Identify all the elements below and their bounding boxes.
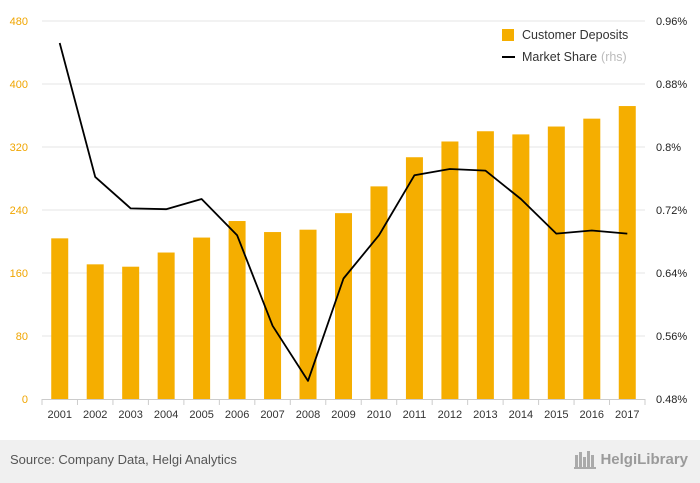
- legend-swatch-bar: [502, 29, 514, 41]
- y-right-tick-label: 0.88%: [656, 79, 687, 91]
- logo-text: HelgiLibrary: [600, 450, 688, 468]
- combo-chart: 0 0.48% 80 0.56% 160 0.64% 240 0.72% 320 0.8% 400 0…: [10, 16, 688, 421]
- bar-2016: [583, 118, 601, 400]
- y-left-tick-label: 160: [10, 268, 28, 280]
- x-tick-label: 2001: [47, 409, 71, 421]
- x-tick-label: 2008: [296, 409, 320, 421]
- bar-2003: [122, 266, 140, 399]
- legend-swatch-line: [502, 56, 515, 58]
- bar-2007: [264, 232, 282, 399]
- y-right-tick-label: 0.56%: [656, 331, 687, 343]
- legend-item-market-share[interactable]: Market Share (rhs): [502, 46, 628, 68]
- bar-2002: [86, 264, 104, 399]
- library-icon: [574, 451, 597, 469]
- bar-2006: [228, 221, 246, 399]
- y-left-tick-label: 240: [10, 205, 28, 217]
- x-tick-label: 2011: [403, 409, 427, 421]
- x-tick-label: 2007: [260, 409, 284, 421]
- x-tick-label: 2010: [367, 409, 391, 421]
- x-tick-label: 2016: [580, 409, 604, 421]
- y-left-tick-label: 80: [16, 331, 28, 343]
- bar-2017: [618, 106, 636, 400]
- x-tick-label: 2012: [438, 409, 462, 421]
- x-tick-label: 2014: [509, 409, 533, 421]
- y-right-tick-label: 0.8%: [656, 142, 681, 154]
- source-text: Source: Company Data, Helgi Analytics: [10, 452, 237, 467]
- legend: Customer Deposits Market Share (rhs): [502, 24, 628, 68]
- legend-item-deposits[interactable]: Customer Deposits: [502, 24, 628, 46]
- legend-note-rhs: (rhs): [601, 50, 627, 64]
- bar-2015: [547, 126, 565, 400]
- market-share-line: [58, 42, 628, 382]
- bar-2011: [405, 157, 423, 399]
- y-left-tick-label: 0: [22, 394, 28, 406]
- y-right-tick-label: 0.64%: [656, 268, 687, 280]
- helgi-library-logo[interactable]: HelgiLibrary: [574, 449, 688, 469]
- x-tick-label: 2009: [331, 409, 355, 421]
- footer: Source: Company Data, Helgi Analytics He…: [0, 440, 700, 483]
- bar-2001: [51, 238, 69, 399]
- x-tick-label: 2002: [83, 409, 107, 421]
- x-tick-label: 2015: [544, 409, 568, 421]
- bar-2008: [299, 229, 317, 399]
- y-right-tick-label: 0.96%: [656, 16, 687, 28]
- y-left-tick-label: 480: [10, 16, 28, 28]
- y-left-tick-label: 400: [10, 79, 28, 91]
- x-tick-label: 2006: [225, 409, 249, 421]
- legend-label-market-share: Market Share: [522, 50, 598, 64]
- chart-area: 0 0.48% 80 0.56% 160 0.64% 240 0.72% 320 0.8% 400 0…: [10, 16, 688, 421]
- x-tick-label: 2013: [473, 409, 497, 421]
- bar-2010: [370, 186, 388, 399]
- y-right-tick-label: 0.48%: [656, 394, 687, 406]
- bar-2013: [476, 131, 494, 399]
- legend-label-deposits: Customer Deposits: [522, 28, 629, 42]
- bar-2012: [441, 141, 459, 400]
- bar-2005: [193, 237, 211, 399]
- bar-2009: [335, 213, 352, 399]
- y-right-tick-label: 0.72%: [656, 205, 687, 217]
- x-tick-label: 2017: [615, 409, 639, 421]
- x-tick-label: 2005: [189, 409, 213, 421]
- bar-2014: [512, 134, 530, 399]
- bar-2004: [157, 252, 175, 399]
- x-tick-label: 2003: [118, 409, 142, 421]
- y-left-tick-label: 320: [10, 142, 28, 154]
- x-tick-label: 2004: [154, 409, 178, 421]
